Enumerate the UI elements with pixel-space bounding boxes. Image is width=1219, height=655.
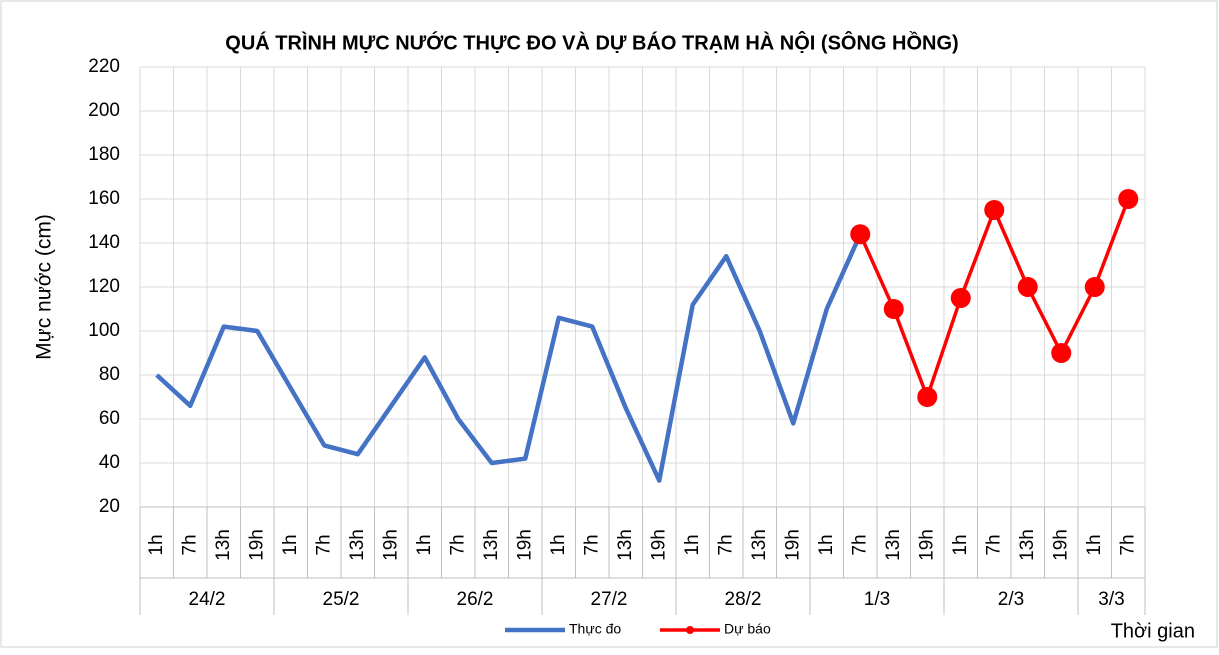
- x-group-label: 1/3: [864, 589, 890, 610]
- x-tick-label: 1h: [548, 534, 569, 555]
- x-tick-label: 13h: [615, 529, 636, 561]
- x-tick-label: 7h: [179, 534, 200, 555]
- x-tick-label: 13h: [1017, 529, 1038, 561]
- point: [1051, 343, 1072, 363]
- y-tick-label: 80: [99, 364, 120, 385]
- point: [1118, 189, 1139, 209]
- x-tick-label: 1h: [682, 534, 703, 555]
- x-tick-label: 19h: [1050, 529, 1071, 561]
- y-axis-label: Mực nước (cm): [33, 214, 56, 360]
- series-line: [155, 233, 863, 483]
- x-tick-label: 13h: [213, 529, 234, 561]
- y-tick-label: 140: [88, 232, 120, 253]
- x-tick-label: 13h: [883, 529, 904, 561]
- x-tick-label: 7h: [447, 534, 468, 555]
- x-group-label: 25/2: [323, 589, 360, 610]
- x-tick-label: 19h: [916, 529, 937, 561]
- y-tick-label: 60: [99, 408, 120, 429]
- x-tick-label: 1h: [816, 534, 837, 555]
- y-tick-label: 20: [99, 496, 120, 517]
- y-tick-label: 100: [88, 320, 120, 341]
- x-group-label: 26/2: [457, 589, 494, 610]
- x-tick-label: 1h: [414, 534, 435, 555]
- point: [1017, 277, 1038, 297]
- point: [1084, 277, 1105, 297]
- y-tick-label: 120: [88, 276, 120, 297]
- legend-marker: [686, 626, 694, 634]
- x-tick-label: 1h: [280, 534, 301, 555]
- x-tick-label: 7h: [581, 534, 602, 555]
- x-group-label: 3/3: [1098, 589, 1124, 610]
- x-tick-label: 7h: [313, 534, 334, 555]
- point: [850, 224, 871, 245]
- x-tick-label: 19h: [514, 529, 535, 561]
- x-tick-label: 19h: [648, 529, 669, 561]
- y-tick-label: 160: [88, 188, 120, 209]
- y-tick-label: 180: [88, 144, 120, 165]
- x-tick-label: 19h: [782, 529, 803, 561]
- legend-label: Dự báo: [724, 621, 771, 637]
- x-tick-label: 19h: [380, 529, 401, 561]
- x-tick-label: 13h: [347, 529, 368, 561]
- y-tick-label: 40: [99, 452, 120, 473]
- x-tick-label: 1h: [1084, 534, 1105, 555]
- y-tick-label: 200: [88, 100, 120, 121]
- x-axis-label: Thời gian: [1111, 620, 1195, 642]
- point: [984, 200, 1005, 220]
- x-group-label: 2/3: [998, 589, 1024, 610]
- x-group-label: 27/2: [591, 589, 628, 610]
- x-tick-label: 19h: [246, 529, 267, 561]
- point: [917, 387, 938, 407]
- point: [883, 299, 904, 319]
- x-tick-label: 1h: [950, 534, 971, 555]
- x-tick-label: 1h: [146, 534, 167, 555]
- x-tick-label: 7h: [983, 534, 1004, 555]
- x-group-label: 24/2: [189, 589, 226, 610]
- x-group-label: 28/2: [725, 589, 762, 610]
- legend-label: Thực đo: [569, 621, 621, 637]
- x-tick-label: 7h: [715, 534, 736, 555]
- point: [950, 288, 971, 308]
- x-tick-label: 7h: [849, 534, 870, 555]
- x-tick-label: 13h: [749, 529, 770, 561]
- x-tick-label: 13h: [481, 529, 502, 561]
- chart-title: QUÁ TRÌNH MỰC NƯỚC THỰC ĐO VÀ DỰ BÁO TRẠ…: [225, 30, 958, 54]
- x-tick-label: 7h: [1117, 534, 1138, 555]
- y-tick-label: 220: [88, 56, 120, 77]
